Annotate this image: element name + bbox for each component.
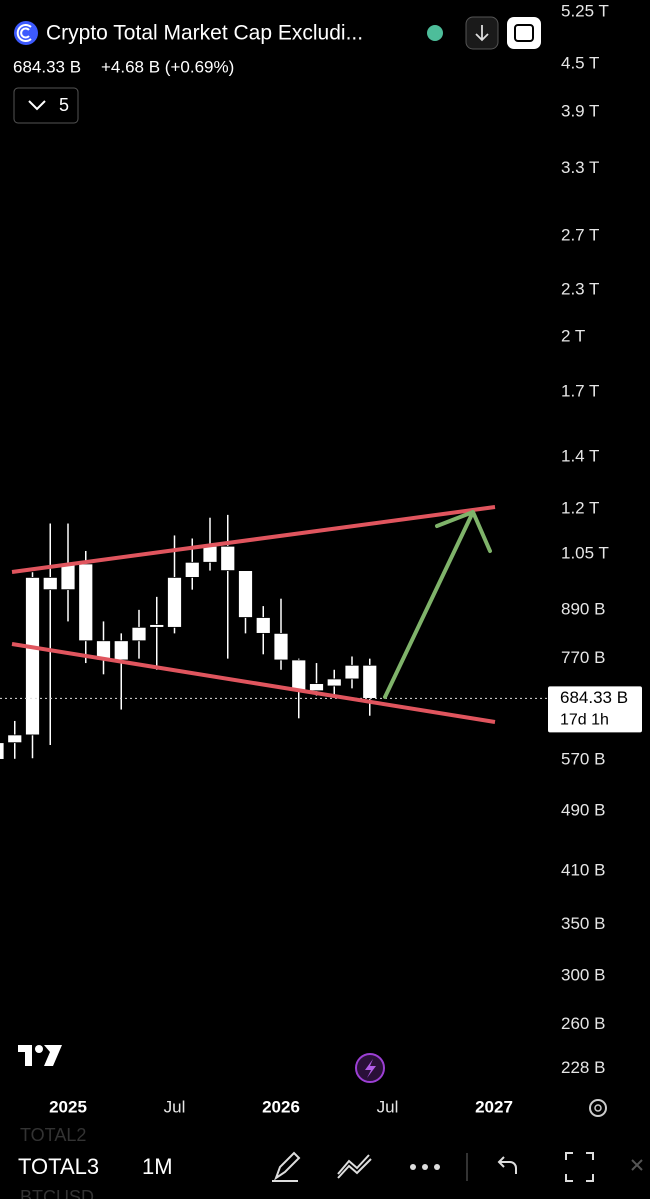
last-price-label: 684.33 B: [560, 688, 628, 707]
download-icon: [475, 25, 489, 42]
x-tick-label: Jul: [377, 1097, 399, 1116]
candle-body: [202, 545, 218, 563]
x-tick-label: 2027: [475, 1097, 513, 1116]
y-tick-label: 300 B: [561, 966, 605, 985]
dot: [410, 1164, 416, 1170]
countdown-label: 17d 1h: [560, 712, 609, 729]
y-tick-label: 2 T: [561, 327, 585, 346]
candle-body: [238, 570, 253, 618]
lower-trendline[interactable]: [11, 642, 496, 724]
logo-part: [18, 1045, 32, 1066]
candle-body: [362, 664, 378, 699]
logo-part: [44, 1045, 62, 1066]
x-tick-label: Jul: [164, 1097, 186, 1116]
candle-body: [25, 577, 40, 736]
last-price: 684.33 B: [13, 57, 81, 76]
indicators-toggle[interactable]: [13, 87, 79, 124]
dot: [422, 1164, 428, 1170]
y-tick-label: 350 B: [561, 914, 605, 933]
y-tick-label: 1.4 T: [561, 447, 599, 466]
y-tick-label: 770 B: [561, 648, 605, 667]
lightning-icon: [365, 1059, 376, 1078]
chevron-icon: [28, 100, 46, 111]
candle-body: [42, 577, 58, 591]
candle-body: [7, 734, 23, 744]
more-button[interactable]: [410, 1164, 440, 1170]
draw-tool[interactable]: [272, 1151, 301, 1182]
candle-body: [0, 742, 5, 760]
candle-body: [60, 563, 76, 591]
candle-body: [184, 561, 200, 578]
y-tick-label: 2.3 T: [561, 279, 599, 298]
price-change: +4.68 B (+0.69%): [101, 57, 234, 76]
symbol-button[interactable]: TOTAL3: [18, 1154, 99, 1179]
interval-button[interactable]: 1M: [142, 1154, 173, 1179]
candle-body: [255, 617, 271, 634]
prev-symbol[interactable]: TOTAL2: [20, 1125, 86, 1145]
plot: 5.25 T 4.5 T 3.9 T 3.3 T 2.7 T 2.3 T 2 T 1.7 T 1…: [0, 1, 642, 1116]
symbol-icon-glyph: [16, 24, 32, 42]
settings-icon-center: [594, 1104, 602, 1112]
candle-body: [220, 545, 236, 572]
candle-body: [167, 577, 182, 628]
y-tick-label: 1.2 T: [561, 499, 599, 518]
dot: [434, 1164, 440, 1170]
close-tool[interactable]: [631, 1159, 643, 1171]
indicator-count: 5: [59, 95, 69, 115]
y-tick-label: 3.3 T: [561, 158, 599, 177]
candle-body: [326, 678, 342, 687]
candle-body: [273, 632, 289, 661]
y-tick-label: 1.7 T: [561, 381, 599, 400]
tradingview-logo: [18, 1045, 62, 1066]
candle-body: [309, 683, 324, 692]
undo-button[interactable]: [497, 1156, 517, 1174]
y-tick-label: 5.25 T: [561, 1, 609, 20]
y-tick-label: 890 B: [561, 599, 605, 618]
arrow-drawing[interactable]: [383, 510, 492, 699]
logo-part: [35, 1045, 43, 1053]
indicators-tool[interactable]: [337, 1154, 372, 1179]
y-tick-label: 1.05 T: [561, 544, 609, 563]
y-tick-label: 260 B: [561, 1014, 605, 1033]
fullscreen-button[interactable]: [507, 17, 541, 49]
y-tick-label: 410 B: [561, 860, 605, 879]
upper-trendline[interactable]: [11, 505, 496, 574]
candle-body: [344, 664, 360, 680]
symbol-title[interactable]: Crypto Total Market Cap Excludi...: [46, 22, 363, 45]
settings-icon[interactable]: [589, 1099, 607, 1117]
candle-body: [78, 563, 94, 642]
candle-body: [113, 640, 129, 661]
last-price-box: [548, 686, 642, 733]
next-symbol[interactable]: BTCUSD: [20, 1187, 94, 1199]
y-tick-label: 490 B: [561, 800, 605, 819]
market-status: [427, 25, 443, 41]
y-tick-label: 570 B: [561, 749, 605, 768]
fullscreen-icon: [514, 24, 534, 42]
candle-body: [149, 624, 165, 628]
x-tick-label: 2026: [262, 1097, 300, 1116]
y-tick-label: 4.5 T: [561, 53, 599, 72]
candle-body: [131, 626, 147, 642]
y-tick-label: 2.7 T: [561, 225, 599, 244]
y-tick-label: 228 B: [561, 1058, 605, 1077]
fullscreen-tool[interactable]: [565, 1152, 594, 1182]
x-tick-label: 2025: [49, 1097, 87, 1116]
y-tick-label: 3.9 T: [561, 102, 599, 121]
candle-body: [291, 659, 307, 692]
